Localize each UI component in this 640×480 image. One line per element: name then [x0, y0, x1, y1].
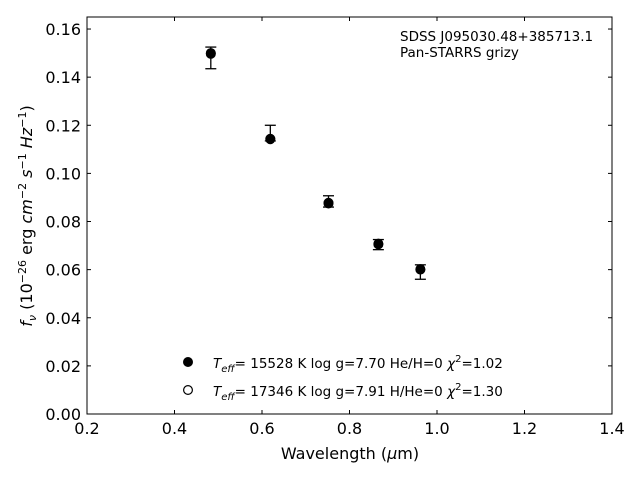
chart-marks	[205, 46, 426, 280]
legend-label: Teff= 17346 K log g=7.91 H/He=0 χ2=1.30	[213, 382, 503, 403]
x-tick-label: 0.4	[162, 419, 187, 438]
x-tick-label: 1.2	[512, 419, 537, 438]
axis-ticks: 0.2 0.4 0.6 0.8 1.0 1.2 1.4 0.00 0.02 0.04 0.06 0.0…	[45, 17, 625, 438]
y-tick-label: 0.06	[45, 261, 81, 280]
y-tick-label: 0.14	[45, 68, 81, 87]
y-tick-label: 0.16	[45, 20, 81, 39]
y-axis-label: fν (10−26 erg cm−2 s−1 Hz−1)	[16, 105, 39, 326]
legend-marker-open	[183, 385, 194, 396]
model-point-open	[205, 48, 216, 59]
y-tick-label: 0.08	[45, 213, 81, 232]
x-axis-label: Wavelength (μm)	[281, 444, 419, 463]
x-tick-label: 0.8	[337, 419, 362, 438]
model-point-open	[265, 133, 276, 144]
annotation-line-2: Pan-STARRS grizy	[400, 45, 519, 61]
model-point-open	[323, 197, 334, 208]
x-tick-label: 0.6	[249, 419, 274, 438]
y-tick-label: 0.04	[45, 309, 81, 328]
legend: Teff= 15528 K log g=7.70 He/H=0 χ2=1.02 T…	[183, 354, 503, 403]
plot-frame	[86, 16, 613, 415]
legend-marker-filled	[183, 357, 194, 368]
y-tick-label: 0.00	[45, 405, 81, 424]
model-point-open	[373, 238, 384, 249]
legend-label: Teff= 15528 K log g=7.70 He/H=0 χ2=1.02	[213, 354, 503, 375]
model-point-open	[415, 264, 426, 275]
x-tick-label: 1.0	[424, 419, 449, 438]
x-tick-label: 0.2	[74, 419, 99, 438]
x-tick-label: 1.4	[599, 419, 624, 438]
annotation-line-1: SDSS J095030.48+385713.1	[400, 29, 593, 45]
y-tick-label: 0.10	[45, 164, 81, 183]
y-tick-label: 0.12	[45, 116, 81, 135]
y-tick-label: 0.02	[45, 357, 81, 376]
